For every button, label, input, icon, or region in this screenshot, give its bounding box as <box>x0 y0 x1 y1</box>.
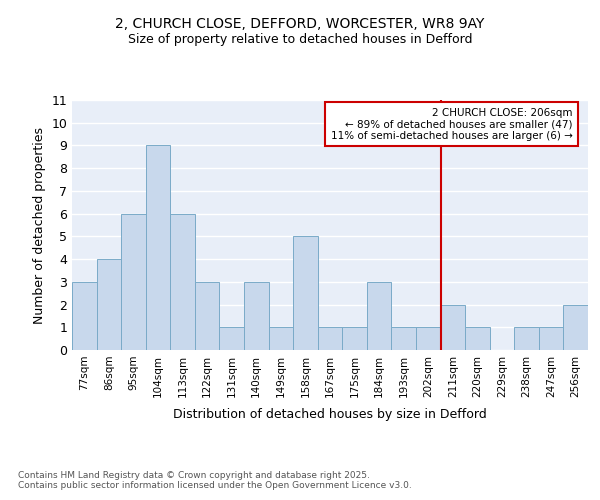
Bar <box>563 304 588 350</box>
Bar <box>146 146 170 350</box>
Bar <box>121 214 146 350</box>
Y-axis label: Number of detached properties: Number of detached properties <box>33 126 46 324</box>
Bar <box>195 282 220 350</box>
Bar <box>220 328 244 350</box>
X-axis label: Distribution of detached houses by size in Defford: Distribution of detached houses by size … <box>173 408 487 421</box>
Bar <box>170 214 195 350</box>
Bar <box>440 304 465 350</box>
Bar <box>244 282 269 350</box>
Bar <box>367 282 391 350</box>
Text: Contains HM Land Registry data © Crown copyright and database right 2025.
Contai: Contains HM Land Registry data © Crown c… <box>18 470 412 490</box>
Text: 2, CHURCH CLOSE, DEFFORD, WORCESTER, WR8 9AY: 2, CHURCH CLOSE, DEFFORD, WORCESTER, WR8… <box>115 18 485 32</box>
Bar <box>465 328 490 350</box>
Bar <box>539 328 563 350</box>
Bar <box>318 328 342 350</box>
Text: Size of property relative to detached houses in Defford: Size of property relative to detached ho… <box>128 32 472 46</box>
Bar <box>293 236 318 350</box>
Bar <box>416 328 440 350</box>
Bar <box>72 282 97 350</box>
Bar <box>269 328 293 350</box>
Bar <box>342 328 367 350</box>
Bar <box>391 328 416 350</box>
Text: 2 CHURCH CLOSE: 206sqm
← 89% of detached houses are smaller (47)
11% of semi-det: 2 CHURCH CLOSE: 206sqm ← 89% of detached… <box>331 108 572 140</box>
Bar <box>97 259 121 350</box>
Bar <box>514 328 539 350</box>
